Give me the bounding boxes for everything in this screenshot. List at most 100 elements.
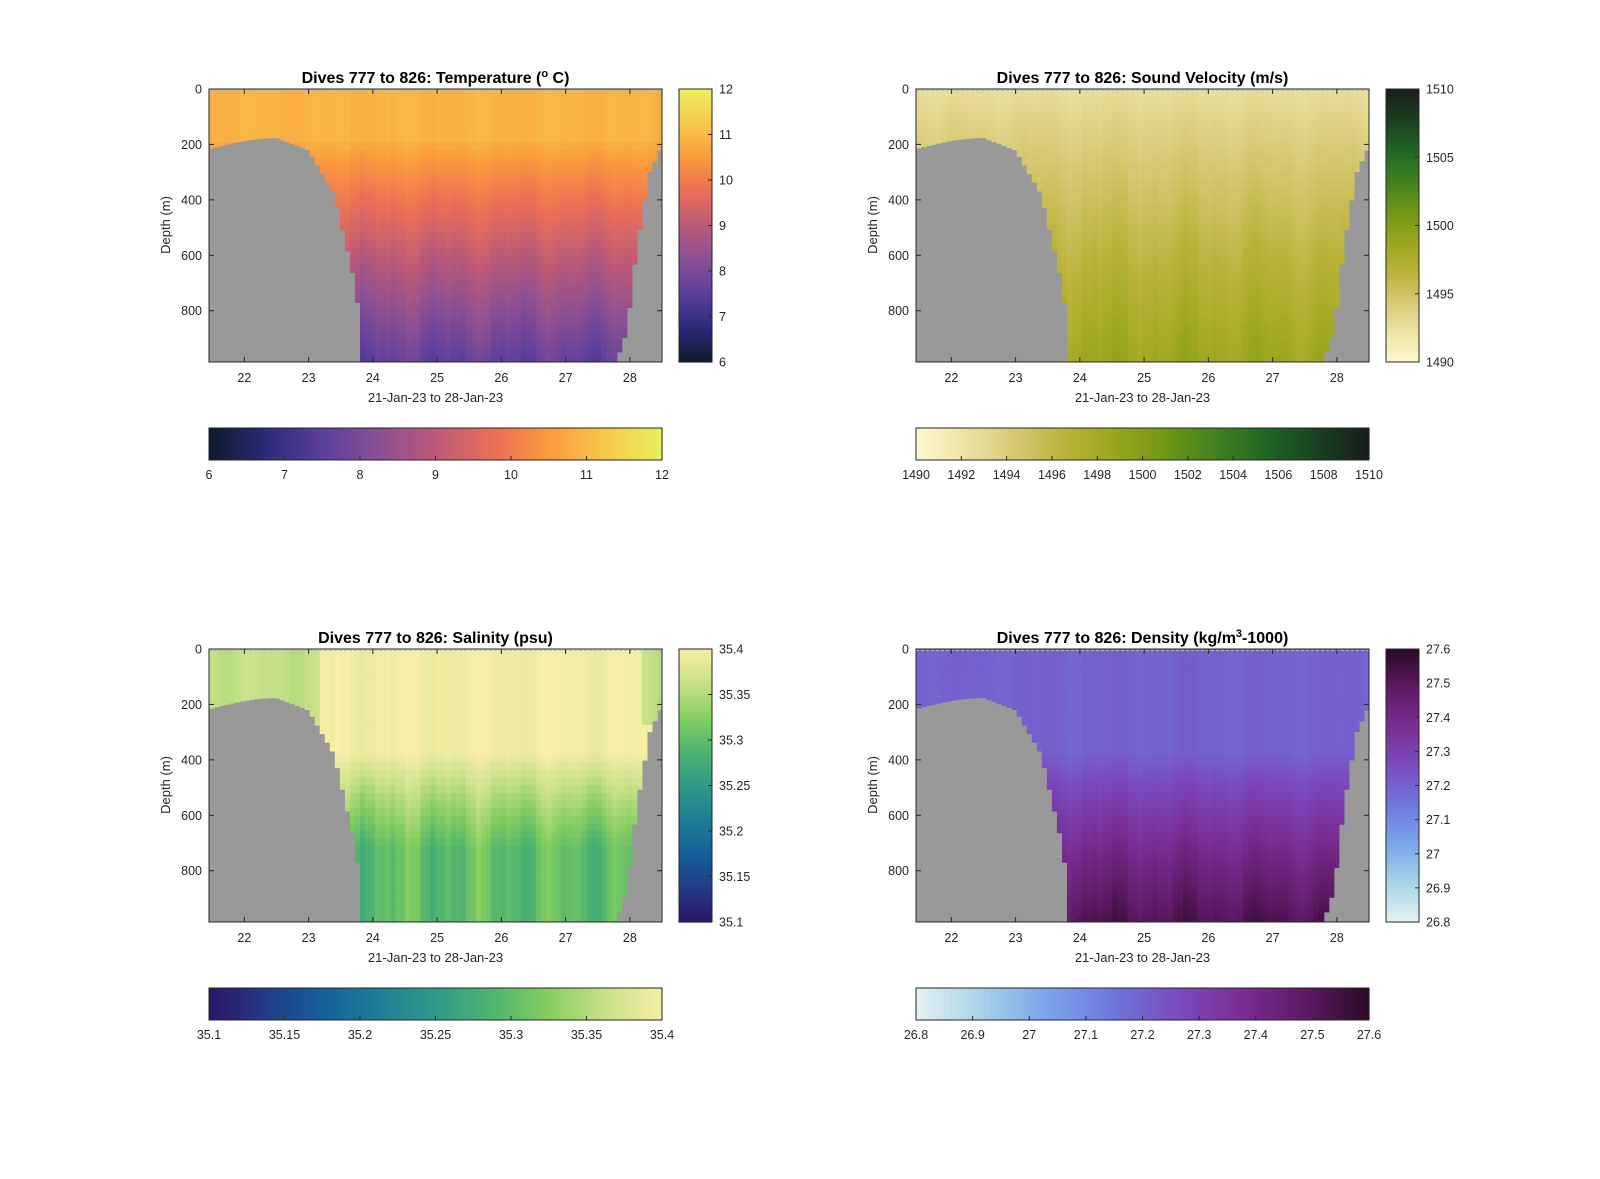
ocean-cell — [531, 111, 537, 120]
ocean-cell — [1122, 111, 1128, 120]
ocean-cell — [480, 346, 487, 356]
ocean-cell — [926, 96, 932, 105]
ocean-cell — [380, 104, 386, 113]
ocean-cell — [1308, 346, 1315, 356]
ocean-cell — [505, 339, 512, 348]
ocean-cell — [541, 301, 547, 310]
ocean-cell — [229, 134, 235, 143]
ocean-cell — [996, 126, 1003, 136]
ocean-cell — [571, 111, 578, 120]
ocean-cell — [1046, 134, 1053, 143]
ocean-cell — [641, 111, 648, 120]
ocean-cell — [546, 119, 552, 128]
ocean-cell — [475, 172, 482, 181]
colorbar-segment — [492, 428, 499, 460]
ocean-cell — [470, 240, 477, 249]
ocean-cell — [360, 157, 366, 166]
ocean-cell — [1117, 149, 1123, 158]
ocean-cell — [214, 119, 220, 128]
ocean-cell — [450, 111, 457, 120]
ocean-cell — [1248, 293, 1254, 302]
x-tick-label: 27 — [1266, 371, 1280, 385]
ocean-cell — [1253, 286, 1259, 295]
ocean-cell — [1202, 339, 1209, 348]
ocean-cells — [916, 89, 1369, 362]
ocean-cell — [1343, 225, 1350, 230]
ocean-cell — [365, 248, 371, 257]
ocean-cell — [1308, 331, 1315, 340]
ocean-cell — [1112, 210, 1118, 219]
ocean-cell — [415, 233, 421, 242]
ocean-cell — [591, 172, 598, 181]
ocean-cell — [1102, 195, 1108, 204]
ocean-cell — [1097, 157, 1103, 166]
ocean-cell — [1072, 248, 1078, 257]
ocean-cell — [551, 324, 557, 333]
ocean-cell — [591, 293, 598, 302]
ocean-cell — [1162, 225, 1169, 234]
ocean-cell — [455, 225, 462, 234]
ocean-cell — [380, 195, 386, 204]
ocean-cell — [1212, 202, 1219, 211]
ocean-cell — [269, 89, 276, 98]
ocean-cell — [1092, 293, 1098, 302]
ocean-cell — [480, 119, 487, 128]
ocean-cell — [1142, 240, 1149, 249]
ocean-cell — [360, 248, 366, 257]
ocean-cell — [375, 187, 381, 196]
ocean-cell — [1202, 248, 1209, 257]
ocean-cell — [1077, 180, 1083, 189]
ocean-cell — [475, 286, 482, 295]
ocean-cell — [651, 119, 658, 128]
y-tick-label: 200 — [181, 138, 202, 152]
ocean-cell — [1243, 89, 1249, 98]
ocean-cell — [495, 172, 502, 181]
ocean-cell — [1137, 278, 1144, 287]
ocean-cell — [395, 142, 401, 151]
ocean-cell — [1192, 248, 1199, 257]
ocean-cell — [1318, 96, 1325, 105]
ocean-cell — [531, 187, 537, 196]
ocean-cell — [1102, 164, 1108, 174]
ocean-cell — [1102, 286, 1108, 295]
ocean-cell — [1253, 354, 1259, 362]
ocean-cell — [531, 89, 537, 98]
ocean-cell — [1157, 157, 1164, 166]
ocean-cell — [329, 180, 336, 189]
ocean-cell — [314, 126, 321, 136]
ocean-cell — [500, 217, 507, 227]
ocean-cell — [375, 286, 381, 295]
ocean-cell — [1082, 233, 1088, 242]
ocean-cell — [460, 225, 467, 234]
ocean-cell — [385, 111, 391, 120]
ocean-cell — [445, 278, 452, 287]
ocean-cell — [1092, 104, 1098, 113]
ocean-cell — [526, 104, 532, 113]
ocean-cell — [1283, 180, 1290, 189]
ocean-cell — [400, 233, 406, 242]
ocean-cell — [1152, 149, 1159, 158]
ocean-cell — [1162, 324, 1169, 333]
ocean-cell — [470, 157, 477, 166]
ocean-cell — [561, 263, 567, 272]
ocean-cell — [1147, 248, 1154, 257]
ocean-cell — [1318, 301, 1325, 310]
ocean-cell — [1207, 180, 1214, 189]
ocean-cell — [536, 149, 542, 158]
ocean-cell — [1107, 301, 1113, 310]
ocean-cell — [916, 104, 922, 113]
ocean-cell — [284, 134, 291, 143]
ocean-cell — [601, 89, 608, 98]
ocean-cell — [485, 233, 492, 242]
ocean-cell — [541, 233, 547, 242]
ocean-cell — [1253, 187, 1259, 196]
ocean-cell — [1092, 263, 1098, 272]
ocean-cell — [1293, 286, 1300, 295]
ocean-cell — [1243, 301, 1249, 310]
colorbar-segment — [305, 428, 312, 460]
ocean-cell — [1288, 225, 1295, 234]
ocean-cell — [616, 271, 623, 280]
ocean-cell — [1298, 119, 1305, 128]
ocean-cell — [1353, 119, 1360, 128]
ocean-cell — [541, 324, 547, 333]
